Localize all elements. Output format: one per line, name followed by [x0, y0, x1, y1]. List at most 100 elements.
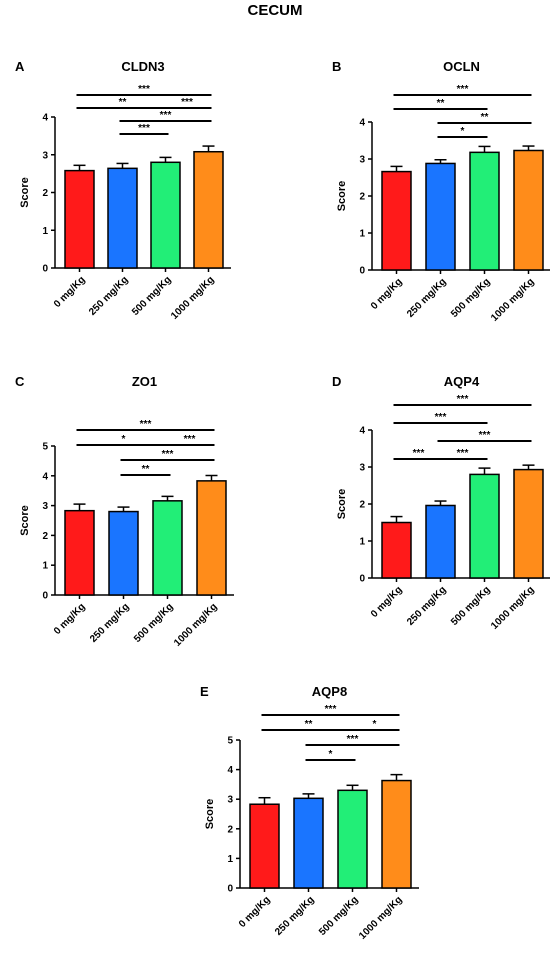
y-tick-label: 2 [42, 188, 48, 199]
bar-0 [249, 803, 280, 889]
y-axis-label: Score [19, 505, 31, 536]
y-tick-label: 0 [42, 264, 48, 275]
category-label-0: 0 mg/Kg [52, 274, 88, 310]
category-label-0: 0 mg/Kg [237, 894, 273, 930]
category-label-3: 1000 mg/Kg [172, 601, 219, 648]
y-tick-label: 2 [227, 824, 233, 835]
bar-3 [193, 150, 224, 269]
y-tick-label: 0 [359, 266, 365, 277]
significance-label: *** [347, 734, 359, 745]
category-label-2: 500 mg/Kg [449, 584, 493, 628]
y-tick-label: 5 [227, 736, 233, 747]
y-tick-label: 1 [359, 229, 365, 240]
significance-label: *** [138, 84, 150, 95]
figure-title: CECUM [247, 2, 303, 19]
y-tick-label: 3 [359, 155, 365, 166]
bar-2 [469, 473, 500, 579]
y-tick-label: 1 [359, 537, 365, 548]
panel-title: AQP8 [312, 684, 347, 699]
y-tick-label: 4 [359, 118, 365, 129]
y-tick-label: 5 [42, 442, 48, 453]
bar-2 [150, 161, 181, 269]
panel-letter: B [332, 59, 341, 74]
y-tick-label: 0 [227, 884, 233, 895]
category-label-3: 1000 mg/Kg [489, 584, 536, 631]
y-tick-label: 4 [227, 765, 233, 776]
significance-label: * [461, 126, 465, 137]
y-tick-label: 1 [42, 226, 48, 237]
bar-0 [64, 169, 95, 269]
category-label-0: 0 mg/Kg [369, 584, 405, 620]
significance-label: *** [479, 430, 491, 441]
bar-2 [337, 789, 368, 889]
significance-label: * [329, 749, 333, 760]
significance-label: * [122, 434, 126, 445]
significance-label: *** [435, 412, 447, 423]
bar-1 [108, 510, 139, 596]
y-tick-label: 3 [359, 463, 365, 474]
y-tick-label: 1 [227, 854, 233, 865]
significance-label: *** [140, 419, 152, 430]
panel-letter: C [15, 374, 25, 389]
significance-label: ** [305, 719, 313, 730]
significance-label: *** [138, 123, 150, 134]
category-label-0: 0 mg/Kg [369, 276, 405, 312]
category-label-0: 0 mg/Kg [52, 601, 88, 637]
y-tick-label: 4 [42, 471, 48, 482]
category-label-1: 250 mg/Kg [87, 274, 131, 318]
significance-label: ** [437, 98, 445, 109]
bar-1 [107, 167, 138, 269]
significance-label: ** [142, 464, 150, 475]
bar-0 [381, 521, 412, 579]
y-tick-label: 1 [42, 561, 48, 572]
y-tick-label: 2 [359, 500, 365, 511]
category-label-2: 500 mg/Kg [449, 276, 493, 320]
significance-label: *** [457, 448, 469, 459]
category-label-1: 250 mg/Kg [405, 584, 449, 628]
significance-label: *** [181, 97, 193, 108]
y-tick-label: 0 [359, 574, 365, 585]
category-label-1: 250 mg/Kg [405, 276, 449, 320]
y-axis-label: Score [336, 181, 348, 212]
significance-label: ** [119, 97, 127, 108]
category-label-1: 250 mg/Kg [88, 601, 132, 645]
y-tick-label: 3 [42, 150, 48, 161]
panel-title: CLDN3 [121, 59, 164, 74]
y-tick-label: 2 [42, 531, 48, 542]
panel-d-chart: D AQP4 Score 0 1 2 3 4 0 mg/Kg 250 mg/Kg 500 mg/Kg… [332, 374, 550, 632]
panel-title: AQP4 [444, 374, 480, 389]
significance-label: *** [184, 434, 196, 445]
significance-label: *** [413, 448, 425, 459]
category-label-2: 500 mg/Kg [317, 894, 361, 938]
panel-letter: A [15, 59, 25, 74]
significance-label: *** [457, 394, 469, 405]
y-tick-label: 3 [42, 501, 48, 512]
category-label-1: 250 mg/Kg [273, 894, 317, 938]
bar-0 [64, 509, 95, 596]
panel-letter: D [332, 374, 341, 389]
y-tick-label: 4 [42, 113, 48, 124]
significance-label: *** [457, 84, 469, 95]
bar-1 [293, 797, 324, 889]
y-tick-label: 2 [359, 192, 365, 203]
bar-0 [381, 170, 412, 271]
y-axis-label: Score [204, 799, 216, 830]
category-label-2: 500 mg/Kg [132, 601, 176, 645]
y-axis-label: Score [19, 177, 31, 208]
panel-title: ZO1 [132, 374, 157, 389]
bar-3 [381, 779, 412, 889]
panel-c-chart: C ZO1 Score 0 1 2 3 4 5 0 mg/Kg 250 mg/Kg 500 mg/Kg… [15, 374, 234, 649]
significance-label: *** [325, 704, 337, 715]
significance-label: *** [160, 110, 172, 121]
significance-label: * [373, 719, 377, 730]
panel-b-chart: B OCLN Score 0 1 2 3 4 0 mg/Kg 250 mg/Kg 500 mg/Kg… [332, 59, 550, 324]
bar-3 [513, 468, 544, 579]
bar-3 [196, 480, 227, 596]
panel-e-chart: E AQP8 Score 0 1 2 3 4 5 0 mg/Kg 250 mg/Kg 500 mg/K… [200, 684, 419, 942]
y-tick-label: 3 [227, 795, 233, 806]
y-tick-label: 4 [359, 426, 365, 437]
category-label-3: 1000 mg/Kg [489, 276, 536, 323]
panel-letter: E [200, 684, 209, 699]
bar-3 [513, 149, 544, 271]
bar-2 [152, 500, 183, 596]
